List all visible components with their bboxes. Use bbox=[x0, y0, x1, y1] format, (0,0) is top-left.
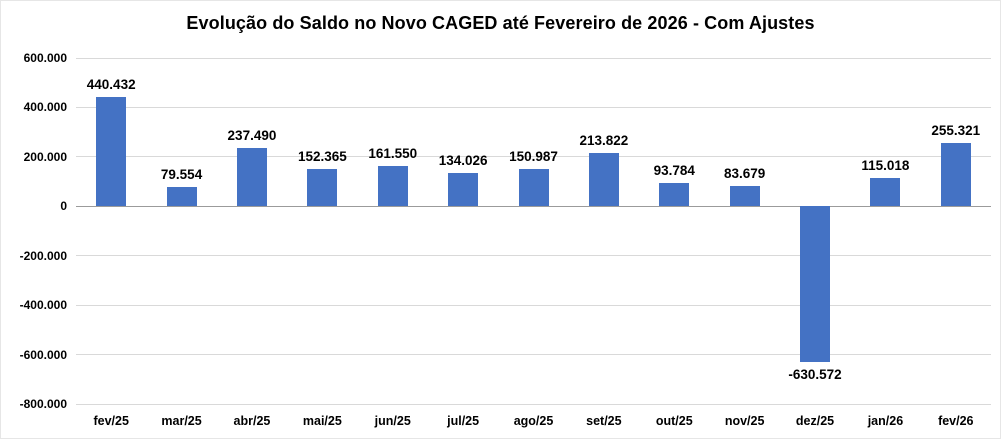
bar-value-label: 161.550 bbox=[368, 146, 418, 162]
x-axis-label: out/25 bbox=[655, 414, 693, 428]
y-axis-label: 0 bbox=[60, 199, 67, 214]
bar-value-label: 79.554 bbox=[160, 166, 203, 182]
y-axis-label: -800.000 bbox=[19, 397, 67, 411]
gridline bbox=[76, 304, 991, 306]
gridline bbox=[76, 57, 991, 59]
bar-value-label: 83.679 bbox=[723, 165, 766, 181]
bar bbox=[377, 166, 408, 207]
bar-value-label: 115.018 bbox=[861, 157, 910, 173]
x-axis-label: jan/26 bbox=[867, 414, 904, 428]
x-axis-label: abr/25 bbox=[233, 414, 271, 428]
x-axis-label: jun/25 bbox=[374, 414, 411, 428]
bar-value-label: 152.365 bbox=[297, 148, 347, 164]
gridline bbox=[76, 403, 991, 405]
bar-value-label: 255.321 bbox=[931, 123, 981, 139]
bar bbox=[940, 143, 971, 207]
y-axis-label: -400.000 bbox=[19, 298, 67, 313]
bar bbox=[307, 168, 338, 207]
x-axis-label: jul/25 bbox=[447, 414, 480, 428]
gridline bbox=[76, 156, 991, 158]
x-axis-label: set/25 bbox=[586, 414, 622, 428]
x-axis-label: nov/25 bbox=[724, 414, 765, 428]
bar-value-label: 134.026 bbox=[438, 153, 488, 169]
bar bbox=[166, 186, 197, 207]
gridline bbox=[76, 106, 991, 108]
bar bbox=[96, 97, 127, 207]
plot-area bbox=[76, 57, 991, 405]
y-axis-label: 400.000 bbox=[23, 100, 67, 115]
x-axis-label: mar/25 bbox=[161, 414, 202, 428]
bar bbox=[800, 206, 831, 363]
y-axis-label: -600.000 bbox=[19, 347, 67, 362]
bar bbox=[588, 153, 619, 207]
bar-value-label: 213.822 bbox=[579, 133, 629, 149]
x-axis-label: fev/26 bbox=[938, 414, 974, 428]
bar bbox=[659, 183, 690, 207]
gridline bbox=[76, 354, 991, 356]
zero-axis-line bbox=[76, 205, 991, 207]
bar-value-label: 440.432 bbox=[86, 77, 136, 93]
bar bbox=[236, 147, 267, 207]
bar bbox=[729, 185, 760, 207]
y-axis-label: 600.000 bbox=[23, 51, 67, 65]
bar bbox=[448, 173, 479, 207]
bar-value-label: 93.784 bbox=[653, 163, 695, 179]
bar bbox=[518, 168, 549, 207]
gridline bbox=[76, 255, 991, 257]
x-axis-label: mai/25 bbox=[302, 414, 342, 428]
y-axis-label: -200.000 bbox=[19, 248, 67, 263]
bar-value-label: -630.572 bbox=[788, 367, 842, 383]
bar-value-label: 237.490 bbox=[227, 127, 277, 143]
bar bbox=[870, 177, 901, 207]
x-axis-label: fev/25 bbox=[93, 414, 129, 428]
y-axis-label: 200.000 bbox=[23, 149, 67, 164]
bar-value-label: 150.987 bbox=[509, 148, 558, 164]
chart-title: Evolução do Saldo no Novo CAGED até Feve… bbox=[186, 13, 815, 33]
x-axis-label: dez/25 bbox=[795, 414, 835, 428]
x-axis-label: ago/25 bbox=[513, 414, 554, 428]
